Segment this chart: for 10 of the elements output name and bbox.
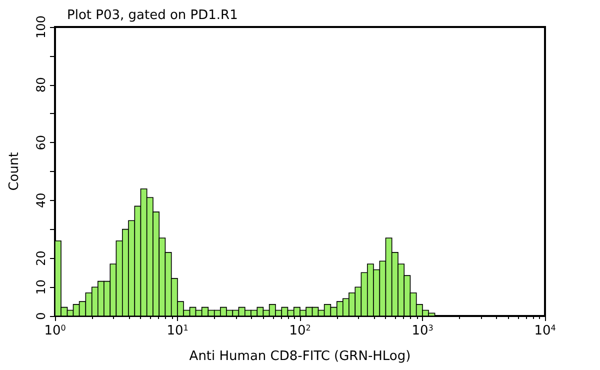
x-axis-title: Anti Human CD8-FITC (GRN-HLog): [189, 349, 411, 364]
y-tick-label: 40: [34, 192, 48, 208]
y-tick-label: 10: [34, 279, 48, 295]
y-tick-label: 60: [34, 134, 48, 150]
y-tick-label: 100: [34, 16, 48, 38]
y-tick-label: 0: [34, 312, 48, 320]
y-axis-title: Count: [7, 152, 22, 191]
chart-title: Plot P03, gated on PD1.R1: [67, 8, 238, 23]
y-tick-label: 80: [34, 77, 48, 92]
y-tick-label: 20: [34, 250, 48, 266]
